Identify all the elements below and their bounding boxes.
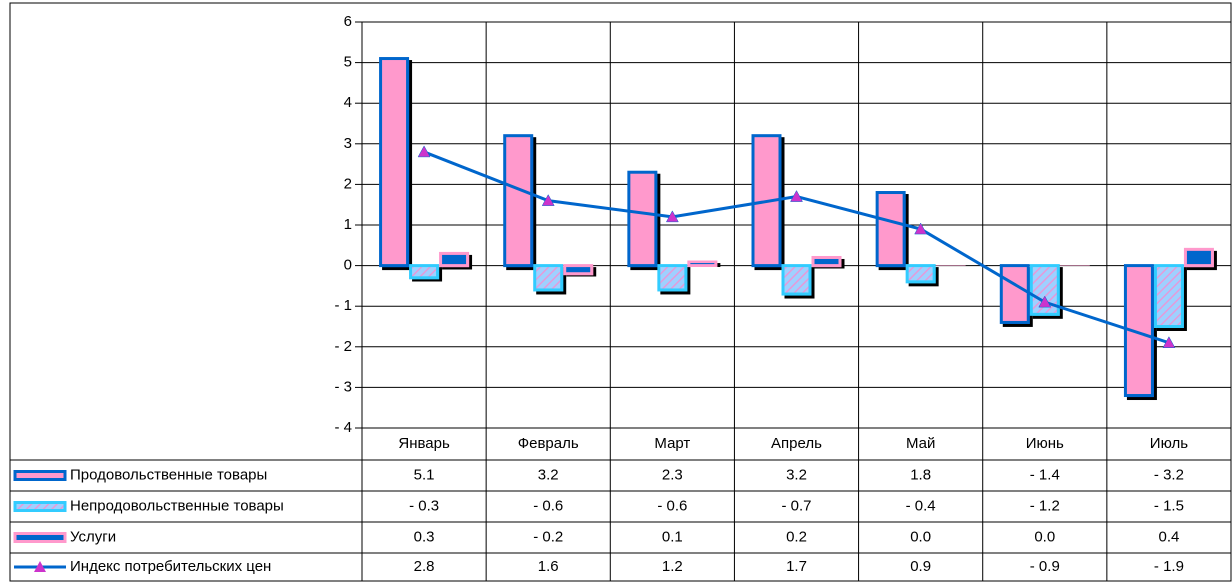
- table-value: - 0.6: [657, 497, 687, 514]
- x-tick-label: Март: [654, 435, 690, 452]
- legend-label: Продовольственные товары: [70, 466, 267, 483]
- table-value: 2.3: [662, 466, 683, 483]
- bar: [439, 251, 470, 268]
- table-value: 0.3: [414, 528, 435, 545]
- bar: [533, 264, 564, 292]
- table-value: 1.7: [786, 558, 807, 575]
- marker: [1038, 295, 1052, 308]
- legend-key: [13, 501, 67, 512]
- bar: [379, 57, 410, 268]
- bar: [627, 170, 658, 268]
- table-value: - 0.2: [533, 528, 563, 545]
- table-value: - 3.2: [1154, 466, 1184, 483]
- table-value: 0.1: [662, 528, 683, 545]
- table-value: - 0.7: [781, 497, 811, 514]
- marker: [665, 210, 679, 223]
- y-tick-label: 4: [344, 94, 352, 111]
- table-value: - 0.4: [906, 497, 936, 514]
- y-tick-label: - 2: [334, 338, 352, 355]
- y-tick-label: - 3: [334, 378, 352, 395]
- marker: [790, 190, 803, 202]
- x-tick-label: Июнь: [1026, 435, 1064, 452]
- y-tick-label: 6: [344, 13, 352, 30]
- x-tick-label: Май: [906, 435, 935, 452]
- y-tick-label: 3: [344, 135, 352, 152]
- table-value: 0.2: [786, 528, 807, 545]
- bar: [1183, 247, 1214, 268]
- x-tick-label: Февраль: [518, 435, 579, 452]
- bar: [657, 264, 688, 292]
- bar: [1153, 264, 1184, 329]
- table-value: 0.0: [1034, 528, 1055, 545]
- bar: [687, 260, 718, 268]
- table-value: 1.2: [662, 558, 683, 575]
- legend-key: [13, 532, 67, 543]
- legend-key: [13, 470, 67, 481]
- legend-key: [34, 561, 46, 572]
- table-value: 3.2: [538, 466, 559, 483]
- y-tick-label: - 1: [334, 297, 352, 314]
- table-value: - 1.2: [1030, 497, 1060, 514]
- x-tick-label: Апрель: [771, 435, 822, 452]
- table-value: 0.4: [1158, 528, 1179, 545]
- table-value: - 1.4: [1030, 466, 1060, 483]
- legend-label: Услуги: [70, 528, 116, 545]
- bar: [905, 264, 936, 284]
- table-value: 2.8: [414, 558, 435, 575]
- marker: [417, 145, 431, 158]
- table-value: - 1.5: [1154, 497, 1184, 514]
- bar: [563, 264, 594, 276]
- x-tick-label: Январь: [398, 435, 450, 452]
- marker: [1162, 336, 1176, 348]
- y-tick-label: 5: [344, 54, 352, 71]
- legend-label: Индекс потребительских цен: [70, 558, 271, 575]
- table-value: 0.9: [910, 558, 931, 575]
- bar: [999, 264, 1030, 324]
- bar: [875, 191, 906, 268]
- y-tick-label: 2: [344, 175, 352, 192]
- bar: [503, 134, 534, 268]
- legend-label: Непродовольственные товары: [70, 497, 284, 514]
- table-value: 5.1: [414, 466, 435, 483]
- x-tick-label: Июль: [1150, 435, 1188, 452]
- y-tick-label: 1: [344, 216, 352, 233]
- bar: [409, 264, 440, 280]
- table-value: 1.6: [538, 558, 559, 575]
- table-value: 1.8: [910, 466, 931, 483]
- table-value: 0.0: [910, 528, 931, 545]
- marker: [914, 222, 928, 235]
- bar: [781, 264, 812, 296]
- table-value: - 0.9: [1030, 558, 1060, 575]
- table-value: - 0.6: [533, 497, 563, 514]
- table-value: 3.2: [786, 466, 807, 483]
- table-value: - 0.3: [409, 497, 439, 514]
- table-value: - 1.9: [1154, 558, 1184, 575]
- bar: [811, 255, 842, 268]
- y-tick-label: 0: [344, 257, 352, 274]
- marker: [541, 194, 555, 206]
- y-tick-label: - 4: [334, 419, 352, 436]
